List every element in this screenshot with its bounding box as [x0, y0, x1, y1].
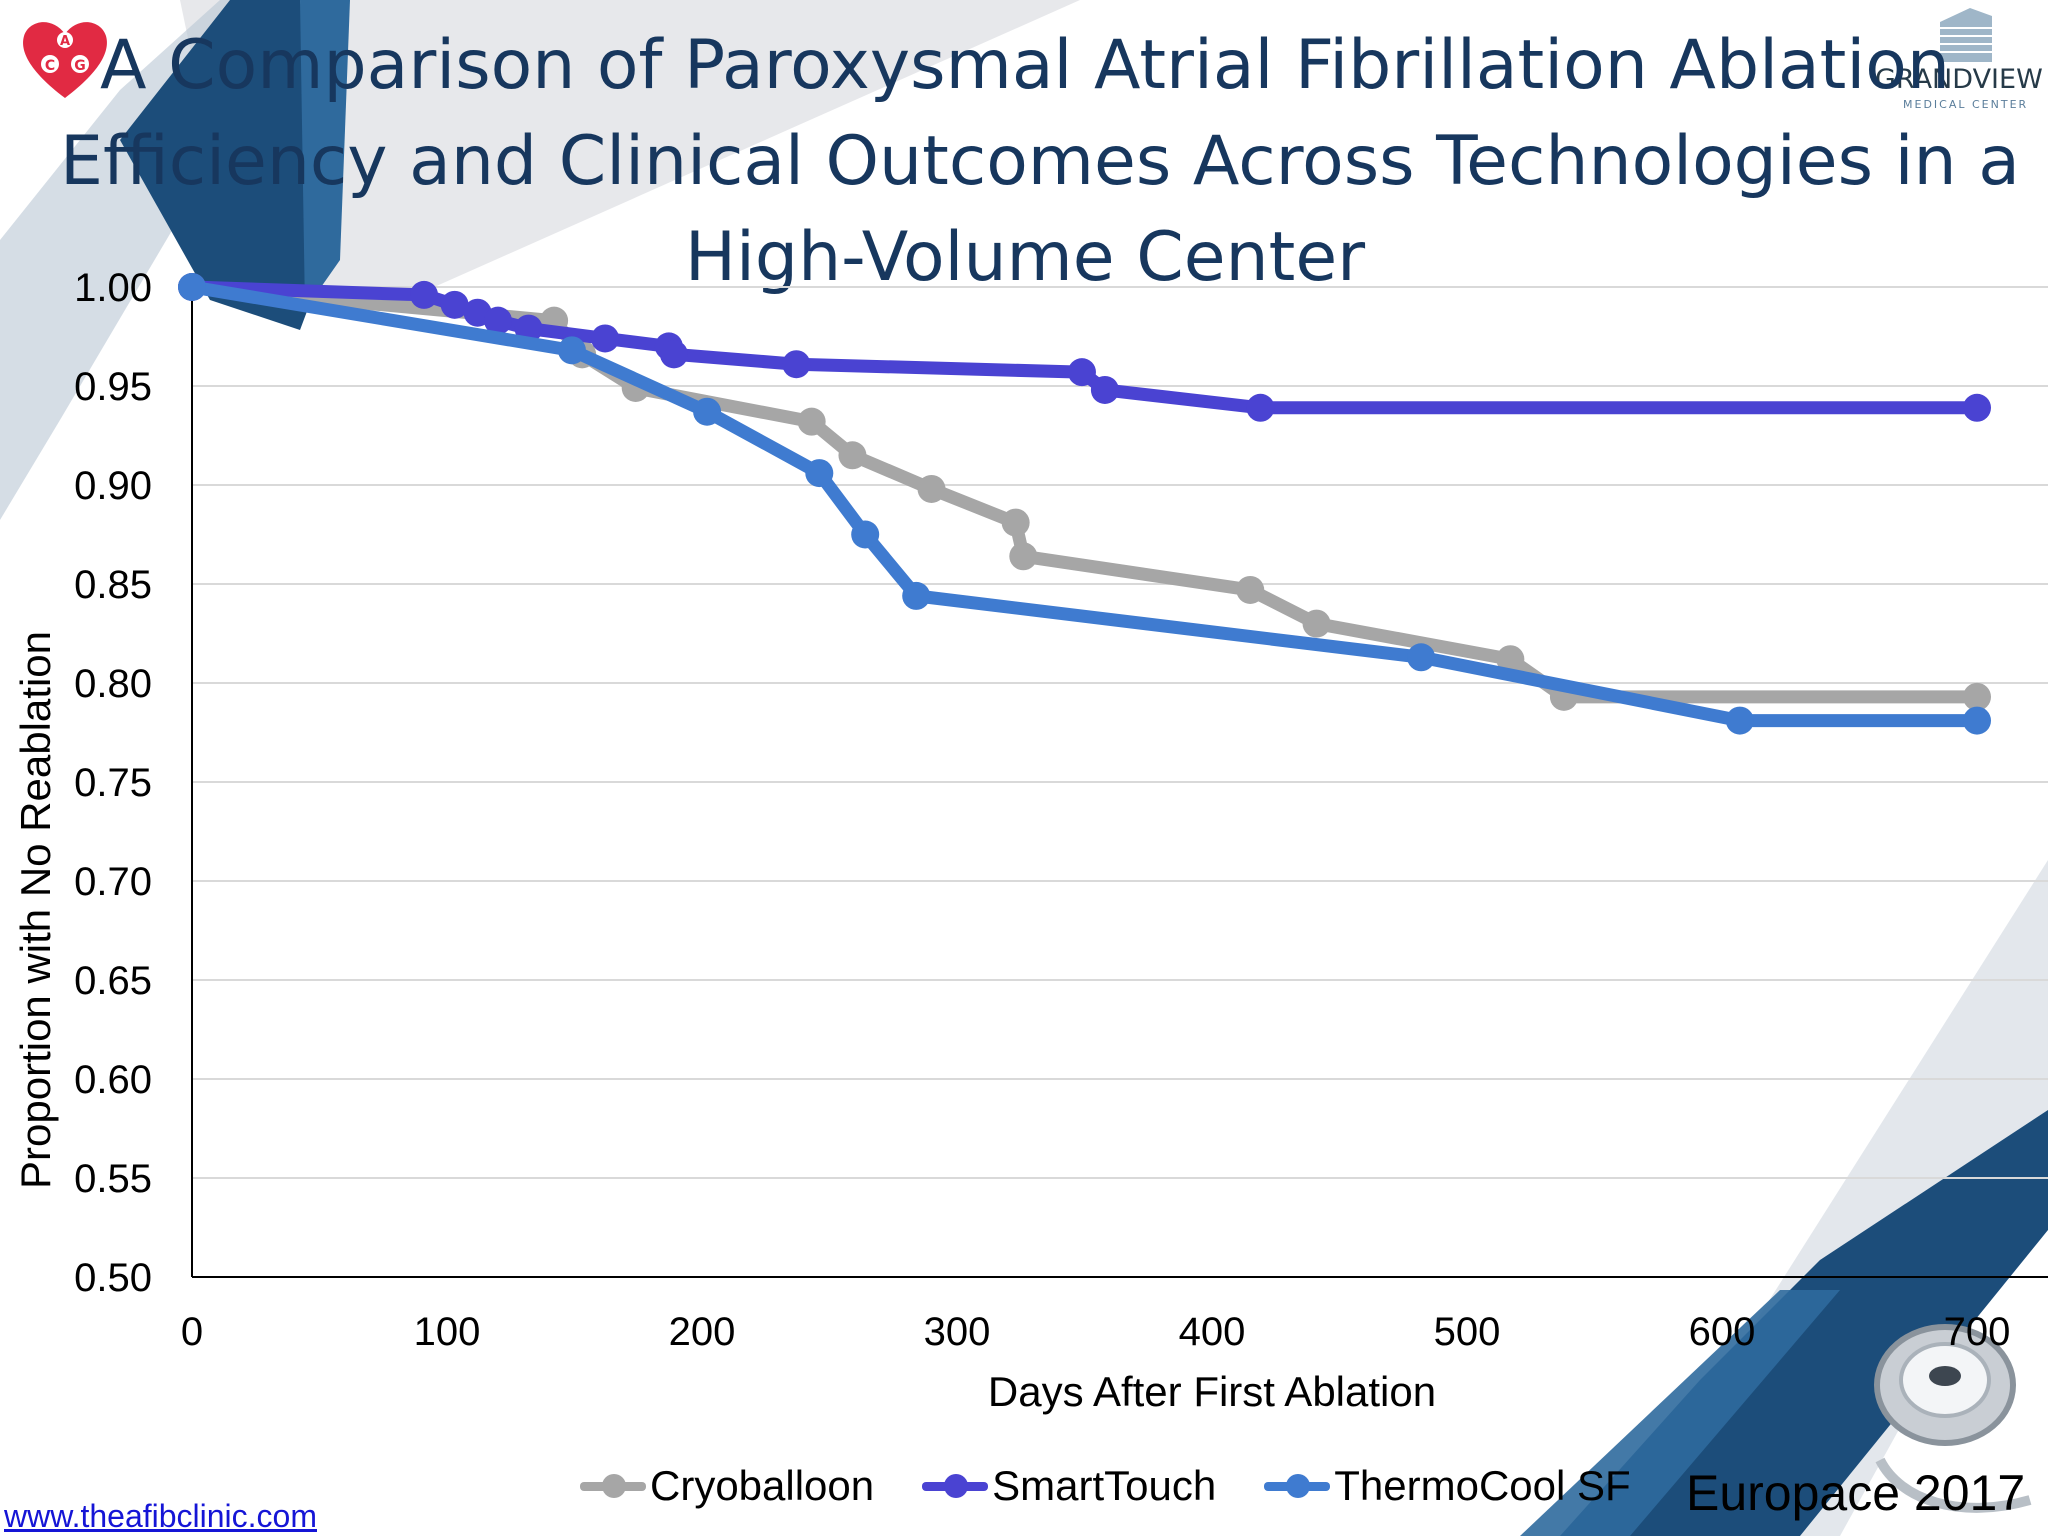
legend-label-smarttouch: SmartTouch	[992, 1462, 1217, 1509]
data-point-cryoballoon	[1001, 508, 1030, 537]
x-tick-labels: 0 100 200 300 400 500 600 700	[181, 1310, 2011, 1354]
data-point-thermocool	[902, 581, 931, 610]
y-tick-label: 0.70	[74, 860, 152, 904]
data-point-cryoballoon	[1236, 575, 1265, 604]
data-point-thermocool	[693, 397, 722, 426]
data-point-smarttouch	[484, 306, 512, 335]
data-point-smarttouch	[1090, 375, 1119, 404]
grandview-logo: GRANDVIEW MEDICAL CENTER	[1875, 8, 2048, 112]
series-smarttouch	[178, 273, 1991, 422]
data-point-cryoballoon	[1302, 609, 1331, 638]
legend-item-thermocool: ThermoCool SF	[1264, 1462, 1631, 1510]
data-point-smarttouch	[1246, 393, 1275, 422]
data-point-thermocool	[178, 273, 206, 301]
background-swoosh-bottom	[1520, 1290, 1840, 1536]
y-tick-label: 0.75	[74, 761, 152, 805]
y-tick-label: 0.95	[74, 365, 152, 409]
heart-logo-icon: A C G	[23, 22, 107, 98]
series-cryoballoon	[178, 273, 1991, 711]
data-point-cryoballoon	[1009, 542, 1038, 571]
data-point-smarttouch	[1067, 358, 1096, 387]
x-tick-label: 100	[414, 1310, 481, 1354]
x-axis-label: Days After First Ablation	[988, 1368, 1436, 1415]
x-tick-label: 500	[1434, 1310, 1501, 1354]
y-tick-label: 0.55	[74, 1157, 152, 1201]
y-tick-label: 0.50	[74, 1256, 152, 1300]
data-point-thermocool	[557, 336, 586, 365]
data-point-thermocool	[1725, 706, 1754, 735]
data-point-smarttouch	[782, 350, 811, 379]
data-point-smarttouch	[1963, 393, 1991, 422]
svg-text:A: A	[60, 34, 70, 49]
y-tick-label: 0.90	[74, 464, 152, 508]
data-point-cryoballoon	[838, 441, 867, 470]
source-citation: Europace 2017	[1686, 1465, 2026, 1521]
gridlines	[192, 286, 2048, 1278]
axes	[191, 287, 2048, 1278]
data-point-cryoballoon	[917, 474, 946, 503]
x-tick-label: 0	[181, 1310, 203, 1354]
data-point-thermocool	[1407, 643, 1436, 672]
x-tick-label: 700	[1944, 1310, 2011, 1354]
x-tick-label: 600	[1689, 1310, 1756, 1354]
data-point-smarttouch	[410, 280, 439, 309]
x-tick-label: 400	[1179, 1310, 1246, 1354]
data-point-thermocool	[805, 459, 834, 488]
y-tick-label: 0.85	[74, 563, 152, 607]
data-point-cryoballoon	[797, 407, 826, 436]
y-axis-label: Proportion with No Reablation	[12, 631, 59, 1189]
x-tick-label: 300	[924, 1310, 991, 1354]
data-point-smarttouch	[440, 290, 469, 319]
y-tick-labels: 0.50 0.55 0.60 0.65 0.70 0.75 0.80 0.85 0.90 0.95…	[74, 266, 152, 1300]
y-tick-label: 0.65	[74, 959, 152, 1003]
logo-subtitle: MEDICAL CENTER	[1903, 98, 2029, 111]
stethoscope-icon	[1874, 1324, 2032, 1513]
legend-swatch-cryoballoon	[580, 1473, 646, 1499]
legend-swatch-smarttouch	[922, 1473, 989, 1499]
footer-link[interactable]: www.theafibclinic.com	[4, 1498, 317, 1534]
legend-item-smarttouch: SmartTouch	[922, 1462, 1216, 1510]
background-swoosh-left-mid	[300, 0, 350, 310]
x-tick-label: 200	[669, 1310, 736, 1354]
data-point-smarttouch	[659, 340, 688, 369]
data-point-cryoballoon	[1496, 645, 1525, 674]
background-swoosh-left-dark	[120, 0, 330, 330]
building-logo-icon	[1940, 8, 1992, 62]
logo-name: GRANDVIEW	[1875, 64, 2043, 95]
legend-label-cryoballoon: Cryoballoon	[650, 1462, 875, 1509]
data-point-smarttouch	[591, 324, 620, 353]
y-tick-label: 1.00	[74, 266, 152, 310]
legend-item-cryoballoon: Cryoballoon	[580, 1462, 874, 1510]
data-point-thermocool	[1963, 706, 1991, 735]
title-line-3: High-Volume Center	[684, 218, 1366, 297]
data-point-cryoballoon	[1963, 682, 1991, 711]
svg-text:G: G	[74, 58, 86, 74]
series-thermocool	[178, 273, 1991, 735]
title-line-2: Efficiency and Clinical Outcomes Across …	[60, 122, 2020, 201]
y-tick-label: 0.60	[74, 1058, 152, 1102]
title-line-1: A Comparison of Paroxysmal Atrial Fibril…	[100, 26, 1950, 105]
y-tick-label: 0.80	[74, 662, 152, 706]
series-line-thermocool	[185, 280, 1984, 728]
series-lines	[178, 273, 1991, 735]
legend-swatch-thermocool	[1264, 1473, 1331, 1499]
slide-title: A Comparison of Paroxysmal Atrial Fibril…	[60, 18, 2020, 306]
legend: Cryoballoon SmartTouch ThermoCool SF	[580, 1458, 1679, 1514]
legend-label-thermocool: ThermoCool SF	[1334, 1462, 1631, 1509]
background-swoosh-top	[180, 0, 1080, 320]
series-line-cryoballoon	[185, 280, 1984, 704]
svg-text:C: C	[45, 58, 55, 74]
data-point-thermocool	[851, 520, 880, 549]
